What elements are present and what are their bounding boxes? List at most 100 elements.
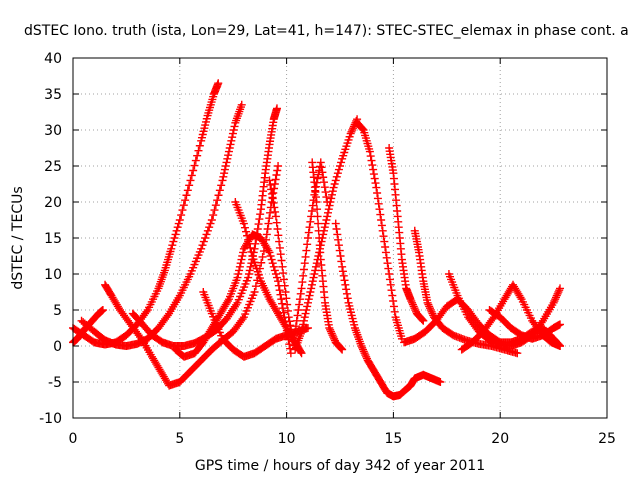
data-point (210, 206, 219, 215)
data-point (275, 237, 284, 246)
data-point (346, 129, 355, 138)
data-point (556, 320, 565, 329)
data-point (265, 214, 274, 223)
data-point (314, 219, 323, 228)
data-point (407, 297, 416, 305)
data-point (319, 230, 328, 239)
data-point (383, 259, 392, 268)
data-point (222, 158, 231, 167)
data-point (380, 237, 389, 246)
data-point (269, 198, 278, 207)
data-point (224, 151, 233, 160)
data-point (387, 286, 396, 295)
data-point (279, 308, 288, 317)
axis-ticks (72, 57, 608, 419)
series-8 (231, 198, 306, 358)
data-point (306, 288, 315, 296)
data-point (295, 300, 304, 309)
data-point (209, 211, 218, 220)
data-point (406, 295, 415, 304)
data-point (211, 201, 220, 210)
data-point (333, 230, 342, 239)
data-point (142, 307, 151, 316)
data-point (256, 210, 265, 219)
series-4 (101, 162, 283, 390)
data-point (368, 161, 377, 170)
data-point (203, 226, 212, 235)
data-point (287, 325, 296, 334)
data-point (306, 217, 315, 226)
data-markers (69, 79, 565, 401)
x-tick-label: 20 (491, 431, 509, 447)
data-point (336, 162, 344, 170)
data-point (338, 262, 347, 271)
data-point (262, 230, 271, 239)
data-point (553, 289, 562, 298)
data-point (425, 302, 434, 311)
data-point (297, 284, 306, 293)
data-point (239, 219, 248, 228)
data-point (282, 294, 291, 303)
data-point (299, 316, 308, 325)
data-point (322, 216, 331, 224)
data-point (213, 196, 222, 205)
data-point (323, 198, 332, 206)
data-point (379, 232, 388, 241)
data-point (303, 240, 312, 249)
series-18 (457, 280, 565, 354)
data-point (327, 190, 336, 199)
data-point (361, 351, 370, 359)
data-point (266, 252, 275, 260)
data-point (315, 241, 324, 250)
data-point (308, 277, 317, 286)
data-point (385, 275, 394, 284)
data-point (296, 347, 305, 356)
data-point (409, 302, 418, 311)
data-point (304, 228, 313, 237)
data-point (172, 226, 181, 235)
data-point (279, 269, 288, 278)
data-point (298, 324, 307, 332)
data-point (177, 211, 186, 220)
data-point (272, 218, 281, 227)
data-point (195, 141, 204, 150)
y-tick-label: 5 (53, 303, 62, 319)
data-point (295, 295, 304, 304)
data-point (377, 216, 386, 224)
x-tick-labels: 0 5 10 15 20 25 (69, 431, 616, 447)
data-point (386, 280, 395, 289)
data-point (336, 252, 345, 260)
data-point (328, 331, 337, 340)
data-point (550, 297, 559, 305)
data-point (220, 165, 229, 174)
data-point (264, 219, 273, 228)
data-point (235, 266, 244, 275)
data-point (286, 349, 295, 358)
x-axis-label: GPS time / hours of day 342 of year 2011 (195, 458, 485, 474)
data-point (288, 333, 297, 342)
data-point (341, 280, 350, 289)
data-point (327, 329, 336, 338)
data-point (228, 133, 237, 142)
data-point (516, 293, 525, 302)
data-point (303, 302, 312, 311)
data-point (269, 262, 278, 271)
data-point (556, 342, 565, 350)
data-point (136, 333, 145, 341)
data-point (323, 212, 332, 221)
data-point (181, 196, 190, 205)
data-point (369, 170, 378, 179)
data-point (381, 248, 390, 257)
data-point (373, 189, 382, 197)
data-point (245, 266, 254, 275)
data-point (347, 127, 356, 136)
x-tick-label: 0 (69, 431, 78, 447)
data-point (358, 125, 367, 134)
data-point (325, 324, 334, 332)
data-point (304, 295, 313, 304)
data-point (217, 181, 226, 190)
data-point (274, 277, 283, 286)
data-point (329, 183, 338, 192)
